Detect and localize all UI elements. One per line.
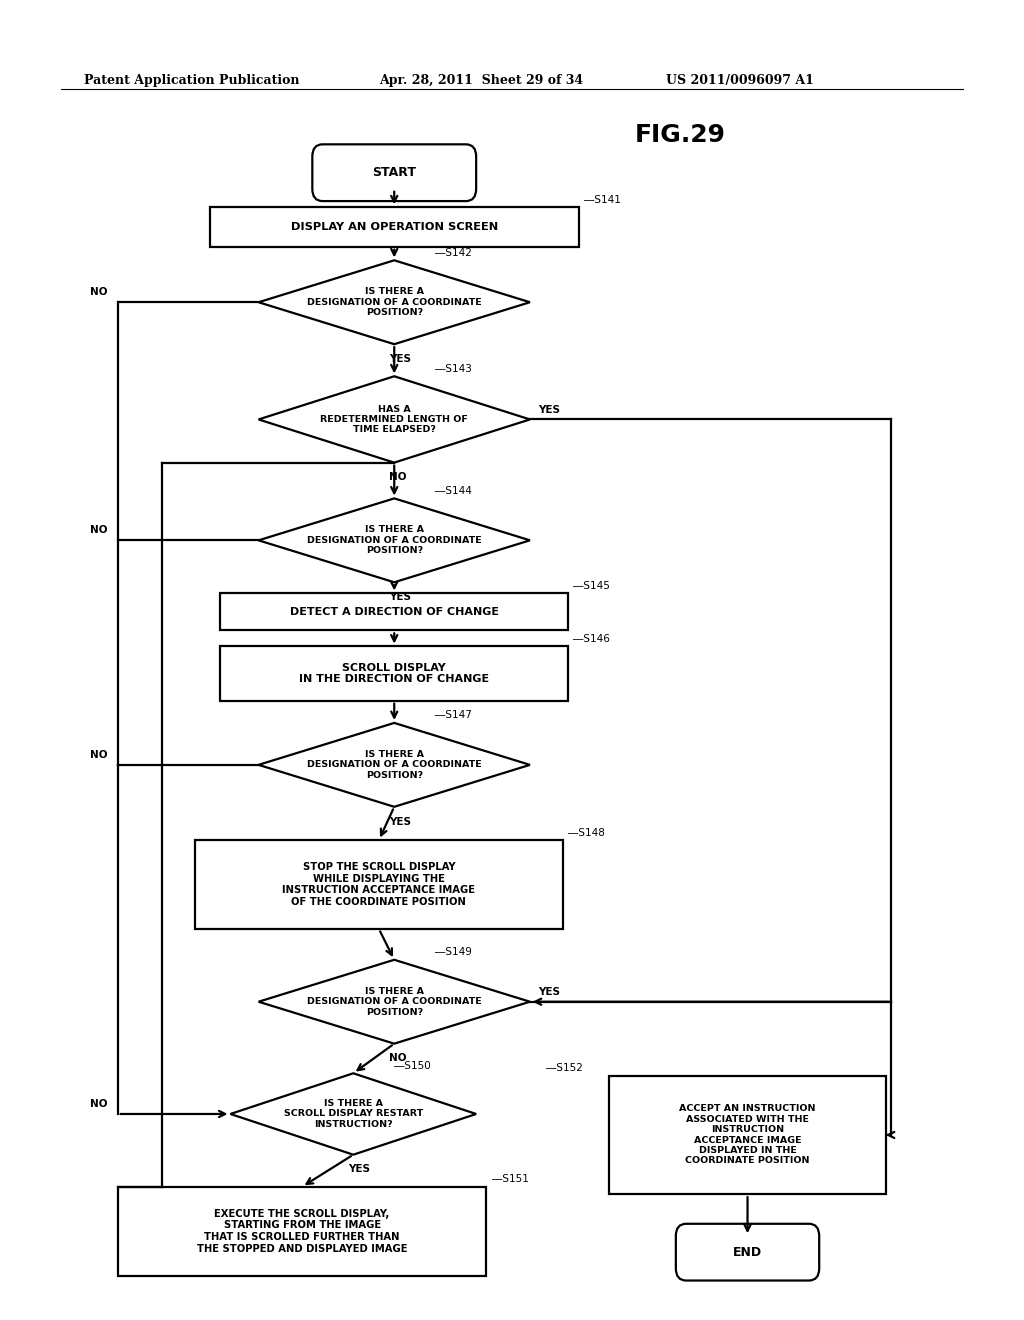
Text: Patent Application Publication: Patent Application Publication (84, 74, 299, 87)
Text: NO: NO (90, 1100, 108, 1109)
Text: ―S143: ―S143 (435, 364, 472, 374)
Text: IS THERE A
SCROLL DISPLAY RESTART
INSTRUCTION?: IS THERE A SCROLL DISPLAY RESTART INSTRU… (284, 1100, 423, 1129)
Text: NO: NO (90, 288, 108, 297)
Text: SCROLL DISPLAY
IN THE DIRECTION OF CHANGE: SCROLL DISPLAY IN THE DIRECTION OF CHANG… (299, 663, 489, 684)
Text: YES: YES (389, 817, 411, 826)
Text: NO: NO (90, 525, 108, 536)
Text: NO: NO (389, 473, 407, 482)
Text: IS THERE A
DESIGNATION OF A COORDINATE
POSITION?: IS THERE A DESIGNATION OF A COORDINATE P… (307, 525, 481, 556)
Text: ACCEPT AN INSTRUCTION
ASSOCIATED WITH THE
INSTRUCTION
ACCEPTANCE IMAGE
DISPLAYED: ACCEPT AN INSTRUCTION ASSOCIATED WITH TH… (679, 1105, 816, 1166)
Text: US 2011/0096097 A1: US 2011/0096097 A1 (666, 74, 813, 87)
FancyBboxPatch shape (676, 1224, 819, 1280)
FancyBboxPatch shape (210, 207, 579, 247)
Text: YES: YES (389, 354, 411, 364)
FancyBboxPatch shape (312, 144, 476, 201)
Text: STOP THE SCROLL DISPLAY
WHILE DISPLAYING THE
INSTRUCTION ACCEPTANCE IMAGE
OF THE: STOP THE SCROLL DISPLAY WHILE DISPLAYING… (283, 862, 475, 907)
Text: NO: NO (389, 1053, 407, 1064)
Text: ―S148: ―S148 (568, 828, 605, 838)
Text: IS THERE A
DESIGNATION OF A COORDINATE
POSITION?: IS THERE A DESIGNATION OF A COORDINATE P… (307, 987, 481, 1016)
Text: YES: YES (539, 404, 560, 414)
Text: YES: YES (539, 987, 560, 997)
Text: ―S151: ―S151 (492, 1175, 528, 1184)
Polygon shape (230, 1073, 476, 1155)
Text: DETECT A DIRECTION OF CHANGE: DETECT A DIRECTION OF CHANGE (290, 607, 499, 616)
Text: ―S152: ―S152 (546, 1064, 583, 1073)
Text: START: START (373, 166, 416, 180)
Text: ―S149: ―S149 (435, 948, 472, 957)
Text: YES: YES (389, 591, 411, 602)
Text: HAS A
REDETERMINED LENGTH OF
TIME ELAPSED?: HAS A REDETERMINED LENGTH OF TIME ELAPSE… (321, 404, 468, 434)
Text: ―S150: ―S150 (394, 1061, 431, 1071)
Polygon shape (258, 376, 530, 462)
FancyBboxPatch shape (220, 594, 568, 631)
Text: ―S142: ―S142 (435, 248, 472, 257)
Text: YES: YES (348, 1164, 370, 1175)
Text: ―S145: ―S145 (573, 581, 610, 591)
Text: ―S141: ―S141 (584, 195, 621, 205)
FancyBboxPatch shape (118, 1187, 486, 1275)
FancyBboxPatch shape (609, 1076, 886, 1195)
Text: EXECUTE THE SCROLL DISPLAY,
STARTING FROM THE IMAGE
THAT IS SCROLLED FURTHER THA: EXECUTE THE SCROLL DISPLAY, STARTING FRO… (197, 1209, 408, 1254)
Text: ―S144: ―S144 (435, 486, 472, 496)
Polygon shape (258, 260, 530, 345)
FancyBboxPatch shape (195, 840, 563, 929)
Polygon shape (258, 499, 530, 582)
Text: DISPLAY AN OPERATION SCREEN: DISPLAY AN OPERATION SCREEN (291, 222, 498, 232)
Text: IS THERE A
DESIGNATION OF A COORDINATE
POSITION?: IS THERE A DESIGNATION OF A COORDINATE P… (307, 288, 481, 317)
Text: ―S146: ―S146 (573, 634, 610, 644)
Text: Apr. 28, 2011  Sheet 29 of 34: Apr. 28, 2011 Sheet 29 of 34 (379, 74, 583, 87)
FancyBboxPatch shape (220, 647, 568, 701)
Text: FIG.29: FIG.29 (635, 123, 726, 148)
Text: IS THERE A
DESIGNATION OF A COORDINATE
POSITION?: IS THERE A DESIGNATION OF A COORDINATE P… (307, 750, 481, 780)
Text: ―S147: ―S147 (435, 710, 472, 721)
Text: NO: NO (90, 750, 108, 760)
Polygon shape (258, 723, 530, 807)
Text: END: END (733, 1246, 762, 1259)
Polygon shape (258, 960, 530, 1044)
